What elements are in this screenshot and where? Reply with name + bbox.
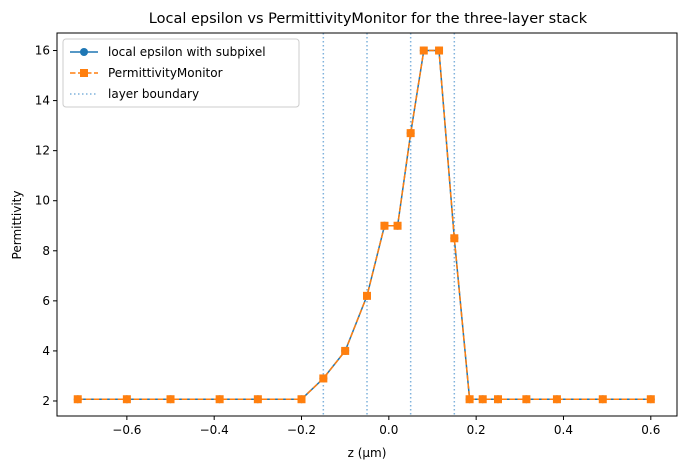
series-1-point-2	[166, 395, 175, 404]
series-1-point-8	[363, 291, 371, 300]
series-1-point-6	[319, 374, 328, 383]
series-1-point-10	[393, 221, 402, 230]
series-1-point-17	[493, 395, 502, 404]
y-tick-label-4: 10	[35, 194, 50, 208]
x-tick-label-2: −0.2	[287, 423, 316, 437]
plot-frame	[56, 32, 678, 417]
series-1-point-11	[406, 129, 415, 138]
y-axis-label: Permittivity	[10, 191, 24, 260]
series-1-point-4	[253, 395, 262, 404]
legend-marker-0	[80, 48, 88, 56]
x-tick-label-0: −0.6	[112, 423, 141, 437]
series-1-point-5	[297, 395, 306, 404]
legend: local epsilon with subpixel PermittivityM…	[62, 38, 300, 108]
legend-label-2: layer boundary	[108, 87, 199, 101]
y-axis: 2 4 6 8 10 12 14 16	[35, 44, 57, 408]
series-1-point-7	[341, 346, 350, 355]
y-tick-label-6: 14	[35, 94, 50, 108]
series-1-point-18	[522, 395, 531, 404]
series-1-point-3	[215, 395, 224, 404]
series-1-point-21	[646, 395, 655, 404]
x-tick-label-3: 0.0	[379, 423, 398, 437]
series-1-point-16	[478, 395, 487, 404]
x-axis: −0.6 −0.4 −0.2 0.0 0.2 0.4 0.6	[112, 416, 660, 437]
x-tick-label-4: 0.2	[467, 423, 486, 437]
series-1-point-13	[435, 46, 444, 55]
y-tick-label-5: 12	[35, 144, 50, 158]
y-tick-label-1: 4	[42, 344, 50, 358]
series-1-point-20	[598, 395, 607, 404]
y-tick-label-0: 2	[42, 394, 50, 408]
series-1-point-9	[380, 221, 389, 230]
x-tick-label-6: 0.6	[641, 423, 660, 437]
series-1-point-19	[552, 395, 561, 404]
series-1-point-15	[465, 395, 474, 404]
y-tick-label-3: 8	[42, 244, 50, 258]
y-tick-label-7: 16	[35, 44, 50, 58]
legend-box	[62, 38, 300, 108]
legend-label-1: PermittivityMonitor	[108, 66, 223, 80]
x-tick-label-5: 0.4	[554, 423, 573, 437]
legend-label-0: local epsilon with subpixel	[108, 45, 266, 59]
series-1-point-1	[122, 395, 131, 404]
series-1-point-12	[419, 46, 428, 55]
x-axis-label: z (µm)	[348, 446, 387, 460]
series-line-1	[77, 49, 651, 400]
y-tick-label-2: 6	[42, 294, 50, 308]
series-1-point-14	[450, 234, 459, 243]
chart-title: Local epsilon vs PermittivityMonitor for…	[149, 11, 588, 27]
x-tick-label-1: −0.4	[200, 423, 229, 437]
legend-marker-1	[80, 69, 88, 77]
plot-area	[73, 33, 655, 416]
series-1-point-0	[73, 395, 82, 404]
